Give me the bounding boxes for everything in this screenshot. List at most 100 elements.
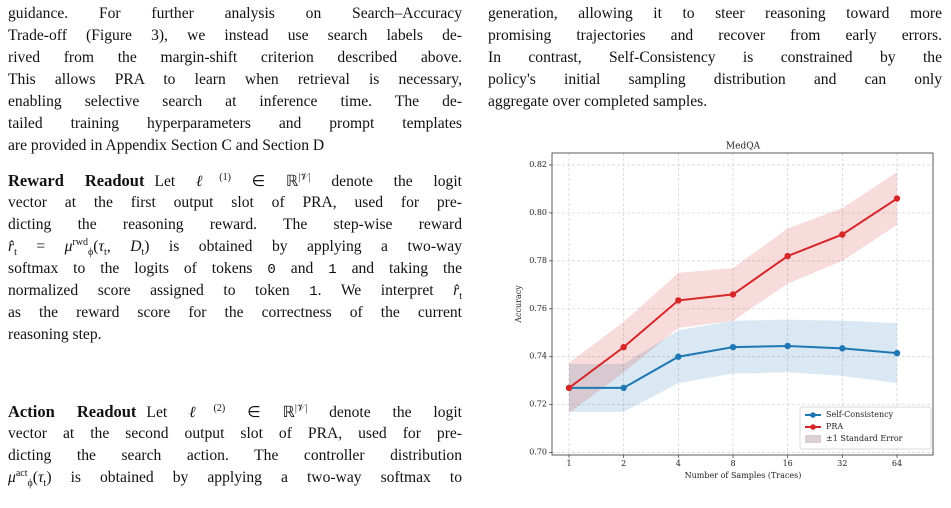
data-point xyxy=(893,349,901,357)
legend-label: PRA xyxy=(826,422,843,431)
math: act xyxy=(15,467,28,479)
text: denote the logit xyxy=(310,173,462,190)
x-tick-label: 64 xyxy=(892,459,902,468)
text-line: Action Readout Let ℓ(2) ∈ ℝ|𝒱| denote the… xyxy=(8,401,462,423)
data-point xyxy=(675,297,682,304)
y-tick-label: 0.70 xyxy=(529,448,547,457)
text-line: as the reward score for the correctness … xyxy=(8,304,462,321)
data-point xyxy=(784,252,791,260)
legend-marker xyxy=(810,412,816,418)
math: r̂ xyxy=(8,238,15,255)
text: Let xyxy=(154,173,196,190)
code: 1 xyxy=(328,262,337,278)
math: μ xyxy=(64,238,73,255)
math: ( xyxy=(93,238,99,255)
legend-marker xyxy=(810,424,816,430)
y-tick-label: 0.80 xyxy=(529,208,547,217)
text-line: are provided in Appendix Section C and S… xyxy=(8,137,325,154)
math: r̂ xyxy=(453,282,460,299)
y-tick-label: 0.78 xyxy=(529,256,547,265)
data-point xyxy=(729,291,737,298)
text-line: dicting the search action. The controlle… xyxy=(8,447,462,464)
text: softmax to the logits of tokens xyxy=(8,260,268,277)
math: t xyxy=(104,247,107,259)
math: D xyxy=(130,238,142,255)
text-line: aggregate over completed samples. xyxy=(488,93,708,110)
text-line: normalized score assigned to token 1. We… xyxy=(8,280,462,302)
x-tick-label: 4 xyxy=(676,459,681,468)
y-tick-label: 0.82 xyxy=(529,160,547,169)
legend-box xyxy=(799,406,932,450)
plot-frame xyxy=(551,152,934,456)
math: ℓ xyxy=(195,173,220,190)
legend-label: Self-Consistency xyxy=(826,410,894,419)
math: τ xyxy=(37,469,44,486)
data-point xyxy=(729,343,737,351)
data-point xyxy=(839,345,846,352)
math: ∈ ℝ xyxy=(225,404,295,421)
text: and xyxy=(275,260,329,277)
x-axis-label: Number of Samples (Traces) xyxy=(685,471,802,480)
x-tick-label: 16 xyxy=(783,459,793,468)
text: . We interpret xyxy=(317,282,454,299)
text: normalized score assigned to token xyxy=(8,282,310,299)
text-line: In contrast, Self-Consistency is constra… xyxy=(488,49,942,66)
math: ( xyxy=(32,469,38,486)
code: 1 xyxy=(309,284,318,300)
data-point xyxy=(839,231,846,238)
text-line: rived from the margin-shift criterion de… xyxy=(8,49,462,66)
data-point xyxy=(620,384,627,392)
text-line: reasoning step. xyxy=(8,326,102,343)
data-point xyxy=(784,342,791,350)
text-line: softmax to the logits of tokens 0 and 1 … xyxy=(8,258,462,280)
x-tick-label: 32 xyxy=(837,459,847,468)
chart-title: MedQA xyxy=(726,142,761,152)
text-line: guidance. For further analysis on Search… xyxy=(8,5,462,22)
text: ) is obtained by applying a two-way xyxy=(144,238,463,255)
text-line: policy's initial sampling distribution a… xyxy=(488,71,942,88)
math: ϕ xyxy=(87,247,94,259)
x-tick-label: 8 xyxy=(730,459,735,468)
heading: Action Readout xyxy=(8,402,137,421)
data-point xyxy=(620,343,627,351)
legend-label: ±1 Standard Error xyxy=(826,434,903,443)
text-line: enabling selective search at inference t… xyxy=(8,93,462,110)
text-line: dicting the reasoning reward. The step-w… xyxy=(8,216,462,233)
math: ϕ xyxy=(27,478,33,490)
y-tick-label: 0.72 xyxy=(529,400,547,409)
math: = xyxy=(16,238,65,255)
text-line: tailed training hyperparameters and prom… xyxy=(8,115,462,132)
text: Let xyxy=(146,404,190,421)
math: t xyxy=(43,478,47,490)
math: t xyxy=(14,247,17,259)
legend-band-swatch xyxy=(805,435,821,443)
math: |𝒱| xyxy=(298,171,311,183)
text-line: promising trajectories and recover from … xyxy=(488,27,942,44)
code: 0 xyxy=(267,262,276,278)
y-axis-label: Accuracy xyxy=(514,285,523,324)
math: μ xyxy=(8,469,16,486)
x-tick-label: 2 xyxy=(621,459,626,468)
y-tick-label: 0.74 xyxy=(529,352,547,361)
text-line: vector at the second output slot of PRA,… xyxy=(8,425,462,442)
data-point xyxy=(893,195,901,202)
math: ∈ ℝ xyxy=(230,173,299,190)
y-tick-label: 0.76 xyxy=(529,304,547,313)
math: (2) xyxy=(213,402,226,414)
legend-band-swatch xyxy=(805,435,821,443)
math: (1) xyxy=(219,171,231,183)
text-line: μactϕ(τt) is obtained by applying a two-… xyxy=(8,467,462,489)
error-band xyxy=(569,319,897,412)
math: t xyxy=(459,291,462,303)
math: t xyxy=(141,247,145,259)
text: ) is obtained by applying a two-way soft… xyxy=(46,469,462,486)
data-point xyxy=(675,353,682,360)
text: and taking the xyxy=(336,260,463,277)
math: |𝒱| xyxy=(294,402,308,414)
math: τ xyxy=(98,238,105,255)
text-line: Reward Readout Let ℓ(1) ∈ ℝ|𝒱| denote the… xyxy=(8,170,462,192)
math: , xyxy=(106,238,131,255)
